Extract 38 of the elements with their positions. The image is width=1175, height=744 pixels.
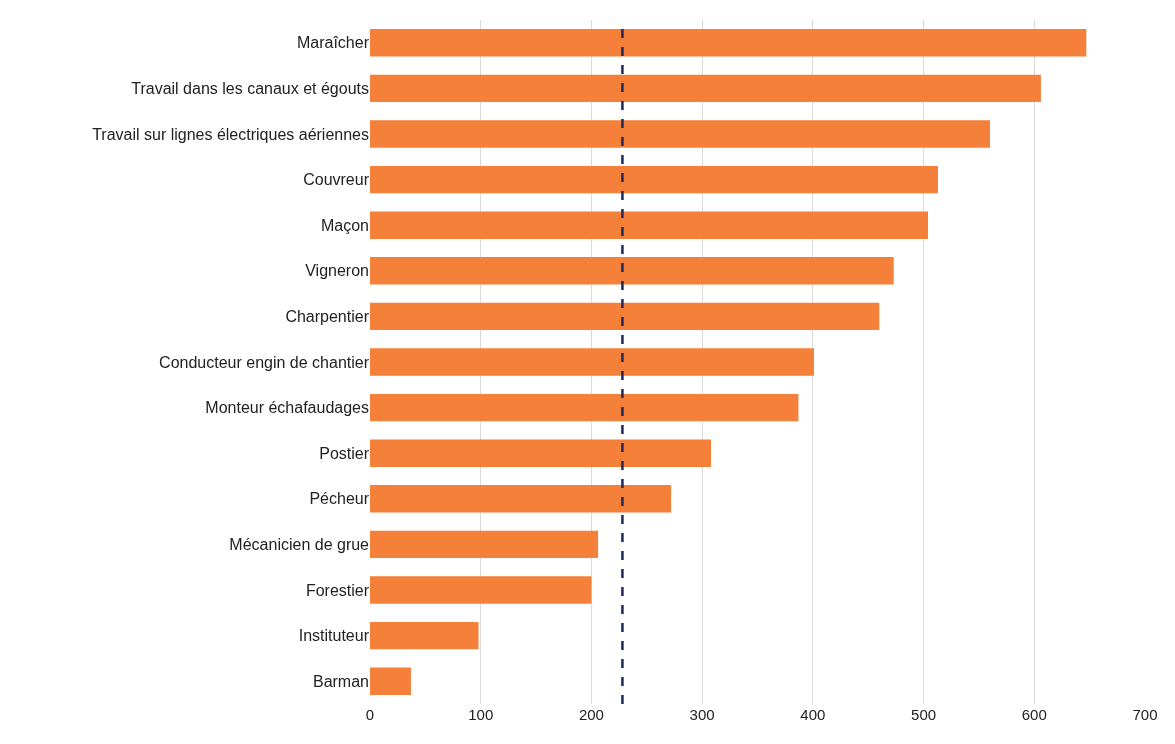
x-tick-label: 700 [1132,706,1158,723]
x-tick-label: 100 [468,706,494,723]
y-tick-label: Vigneron [305,262,369,280]
y-tick-label: Travail dans les canaux et égouts [131,80,369,97]
bar [370,348,814,376]
x-tick-label: 400 [800,706,826,723]
x-tick-label: 0 [365,706,375,723]
bar [370,165,938,194]
x-tick-label: 200 [578,706,604,723]
y-tick-label: Travail sur lignes électriques aériennes [92,125,369,143]
bar [370,530,599,559]
y-tick-label: Mécanicien de grue [229,536,370,553]
y-tick-label: Instituteur [298,627,370,645]
bar [370,393,799,422]
x-tick-label: 300 [689,706,715,723]
bar [370,211,928,239]
y-tick-label: Monteur échafaudages [205,399,369,417]
y-tick-label: Conducteur engin de chantier [159,353,370,371]
y-tick-label: Barman [312,672,369,690]
bar [370,29,1087,57]
x-tick-label: 500 [911,706,937,723]
bar [370,257,894,285]
y-tick-label: Maraîcher [296,34,370,52]
bar [370,74,1041,103]
bar [370,621,479,650]
y-tick-label: Charpentier [285,308,370,325]
y-tick-label: Pécheur [309,490,370,508]
bar [370,485,672,513]
y-tick-label: Couvreur [303,171,370,189]
y-tick-label: Postier [319,444,370,462]
bar [370,302,880,331]
bar [370,576,592,604]
bar [370,439,711,467]
x-tick-label: 600 [1021,706,1047,723]
y-tick-label: Forestier [305,581,370,599]
bar [370,667,411,695]
y-tick-label: Maçon [320,216,369,234]
bar [370,120,990,148]
